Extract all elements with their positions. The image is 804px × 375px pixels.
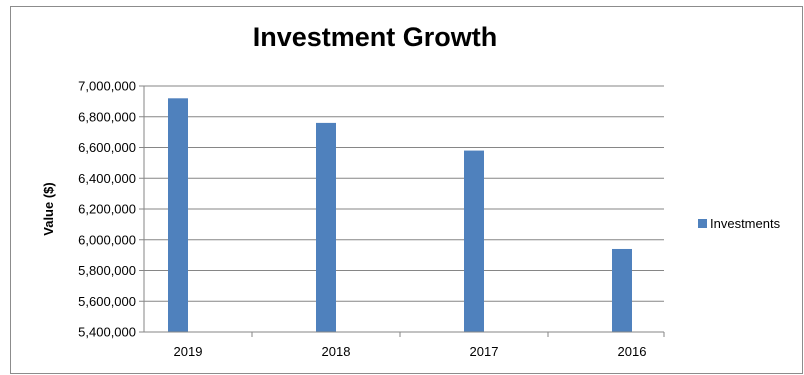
axes <box>143 86 665 337</box>
grid-lines <box>139 85 664 333</box>
y-tick-label: 6,200,000 <box>78 202 136 217</box>
y-tick-label: 6,600,000 <box>78 140 136 155</box>
bar-2019 <box>168 98 188 332</box>
bar-2017 <box>464 150 484 332</box>
bar-2018 <box>316 122 336 333</box>
y-tick-label: 6,400,000 <box>78 171 136 186</box>
x-tick-label: 2017 <box>470 344 499 359</box>
y-tick-label: 5,600,000 <box>78 294 136 309</box>
y-tick-label: 6,000,000 <box>78 232 136 247</box>
legend-label-investments: Investments <box>710 216 781 231</box>
x-tick-label: 2018 <box>322 344 351 359</box>
y-tick-label: 5,400,000 <box>78 325 136 340</box>
x-tick-label: 2016 <box>618 344 647 359</box>
y-tick-labels: 5,400,000 5,600,000 5,800,000 6,000,000 6,20… <box>78 79 136 340</box>
chart-frame <box>10 6 803 374</box>
x-tick-labels: 2019 2018 2017 2016 <box>174 344 647 359</box>
bars <box>168 98 632 333</box>
y-axis-title: Value ($) <box>41 182 56 235</box>
y-tick-label: 7,000,000 <box>78 79 136 94</box>
chart-title: Investment Growth <box>252 22 498 52</box>
bar-2016 <box>612 248 632 332</box>
legend: Investments <box>698 216 781 231</box>
y-tick-label: 6,800,000 <box>78 109 136 124</box>
x-tick-label: 2019 <box>174 344 203 359</box>
legend-swatch-investments <box>698 219 707 228</box>
y-tick-label: 5,800,000 <box>78 263 136 278</box>
